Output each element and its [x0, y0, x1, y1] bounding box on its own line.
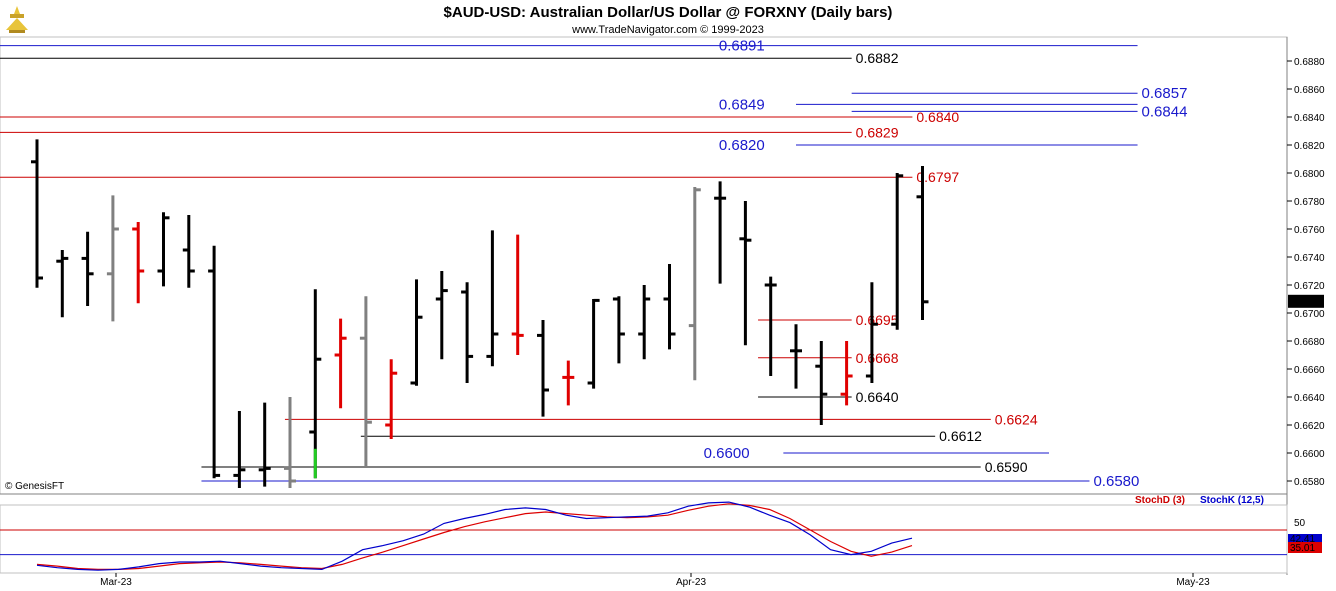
price-bar — [638, 285, 651, 360]
x-tick-label: Mar-23 — [100, 577, 132, 588]
stoch-tick-label: 50 — [1294, 518, 1306, 529]
level-label-0.6882: 0.6882 — [856, 50, 899, 66]
price-bar — [815, 341, 828, 425]
price-bar — [435, 271, 448, 360]
x-tick-label: May-23 — [1176, 577, 1210, 588]
copyright-label: © GenesisFT — [5, 481, 64, 492]
price-bar — [790, 324, 802, 389]
y-tick-label: 0.6720 — [1294, 281, 1325, 292]
price-bar — [132, 222, 145, 304]
price-bar — [284, 397, 296, 488]
price-bar — [688, 187, 701, 381]
last-price-label: 0.6708 — [1290, 298, 1321, 309]
y-tick-label: 0.6800 — [1294, 169, 1325, 180]
level-label-0.6820: 0.6820 — [719, 137, 765, 154]
chart-title: $AUD-USD: Australian Dollar/US Dollar @ … — [444, 4, 893, 21]
price-bar — [309, 289, 322, 479]
price-bar — [840, 341, 853, 406]
price-bar — [410, 279, 423, 386]
stochd-legend: StochD (3) — [1135, 495, 1185, 506]
y-tick-label: 0.6780 — [1294, 197, 1325, 208]
y-tick-label: 0.6820 — [1294, 141, 1325, 152]
price-bar — [81, 231, 94, 306]
level-label-0.6840: 0.6840 — [916, 109, 959, 125]
level-label-0.6829: 0.6829 — [856, 124, 899, 140]
chart-subtitle: www.TradeNavigator.com © 1999-2023 — [571, 24, 764, 36]
price-bar — [258, 402, 271, 487]
price-bar — [865, 282, 878, 383]
ohlc-bars — [31, 139, 929, 488]
y-tick-label: 0.6860 — [1294, 85, 1325, 96]
price-bar — [106, 195, 119, 322]
level-label-0.6891: 0.6891 — [719, 38, 765, 55]
price-bar — [739, 201, 752, 346]
price-axis: 0.6880 0.6860 0.6840 0.6820 0.6800 0.6780 0.67… — [1287, 57, 1325, 488]
last-price-box — [1288, 294, 1324, 308]
stochd-line — [36, 503, 913, 571]
level-label-0.6849: 0.6849 — [719, 96, 765, 113]
y-tick-label: 0.6740 — [1294, 253, 1325, 264]
level-label-0.6857: 0.6857 — [1142, 85, 1188, 102]
y-tick-label: 0.6880 — [1294, 57, 1325, 68]
price-bar — [764, 276, 777, 376]
y-tick-label: 0.6660 — [1294, 365, 1325, 376]
y-tick-label: 0.6580 — [1294, 477, 1325, 488]
y-tick-label: 0.6760 — [1294, 225, 1325, 236]
level-label-0.6600: 0.6600 — [704, 445, 750, 462]
x-tick-label: Apr-23 — [676, 577, 706, 588]
stochk-last-label: 42.41 — [1290, 534, 1315, 545]
level-label-0.6797: 0.6797 — [916, 169, 959, 185]
level-label-0.6612: 0.6612 — [939, 428, 982, 444]
price-bar — [182, 215, 195, 288]
stochd-last-box — [1288, 542, 1322, 553]
price-bar — [537, 320, 549, 417]
price-bar — [157, 212, 170, 287]
level-label-0.6695: 0.6695 — [856, 312, 899, 328]
y-tick-label: 0.6680 — [1294, 337, 1325, 348]
level-label-0.6624: 0.6624 — [995, 411, 1038, 427]
price-bar — [334, 318, 347, 409]
price-bar — [486, 230, 499, 367]
y-tick-label: 0.6700 — [1294, 309, 1325, 320]
y-tick-label: 0.6620 — [1294, 421, 1325, 432]
price-bar — [31, 139, 43, 288]
price-bar — [208, 245, 221, 479]
price-bar — [359, 296, 372, 467]
price-bar — [663, 264, 676, 350]
price-bar — [56, 250, 69, 318]
main-plot-area — [0, 36, 1288, 495]
price-bar — [587, 298, 600, 389]
stochd-last-label: 35.01 — [1290, 543, 1315, 554]
level-label-0.6640: 0.6640 — [856, 389, 899, 405]
price-bar — [612, 296, 625, 364]
date-axis: Mar-23 Apr-23 May-23 — [100, 573, 1210, 588]
price-bar — [233, 411, 246, 488]
price-bar — [916, 166, 929, 320]
level-label-0.6580: 0.6580 — [1093, 473, 1139, 490]
level-label-0.6844: 0.6844 — [1142, 103, 1188, 120]
level-label-0.6590: 0.6590 — [985, 459, 1028, 475]
price-bar — [562, 360, 575, 406]
stochk-legend: StochK (12,5) — [1200, 495, 1264, 506]
level-label-0.6668: 0.6668 — [856, 350, 899, 366]
price-levels: 0.6891 0.6882 0.6857 0.6849 0.6844 0.6840 0.68… — [0, 38, 1187, 490]
y-tick-label: 0.6840 — [1294, 113, 1325, 124]
y-tick-label: 0.6640 — [1294, 393, 1325, 404]
y-tick-label: 0.6600 — [1294, 449, 1325, 460]
price-bar — [714, 181, 727, 284]
price-bar — [385, 359, 398, 439]
stochk-last-box — [1288, 534, 1322, 543]
price-bar — [891, 173, 904, 330]
price-bar — [511, 234, 524, 355]
stochk-line — [36, 501, 913, 571]
logo-icon — [6, 6, 28, 33]
price-bar — [461, 282, 474, 383]
